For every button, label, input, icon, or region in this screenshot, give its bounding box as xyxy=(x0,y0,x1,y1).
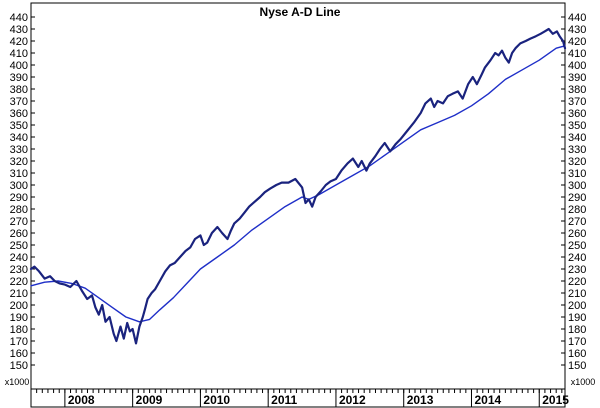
left-y-tick-label: 440 xyxy=(10,12,28,24)
left-y-axis: 1501601701801902002102202302402502602702… xyxy=(10,12,35,372)
left-y-tick-label: 410 xyxy=(10,48,28,60)
left-y-tick-label: 190 xyxy=(10,312,28,324)
x-year-label: 2009 xyxy=(136,393,163,407)
x-axis-band xyxy=(30,388,566,408)
right-y-tick-label: 190 xyxy=(568,312,586,324)
left-y-tick-label: 430 xyxy=(10,24,28,36)
right-y-tick-label: 170 xyxy=(568,336,586,348)
left-y-tick-label: 250 xyxy=(10,240,28,252)
right-y-tick-label: 340 xyxy=(568,132,586,144)
moving-average-series xyxy=(30,45,566,323)
right-y-tick-label: 310 xyxy=(568,168,586,180)
x-year-label: 2008 xyxy=(68,393,95,407)
right-y-axis: 1501601701801902002102202302402502602702… xyxy=(561,12,586,372)
right-y-tick-label: 400 xyxy=(568,60,586,72)
left-y-tick-label: 320 xyxy=(10,156,28,168)
chart-title: Nyse A-D Line xyxy=(260,5,341,19)
left-y-tick-label: 360 xyxy=(10,108,28,120)
left-y-tick-label: 180 xyxy=(10,324,28,336)
right-y-tick-label: 290 xyxy=(568,192,586,204)
left-y-tick-label: 330 xyxy=(10,144,28,156)
x-year-label: 2013 xyxy=(407,393,434,407)
left-y-tick-label: 280 xyxy=(10,204,28,216)
right-unit-label: x1000 xyxy=(571,377,596,387)
right-y-tick-label: 220 xyxy=(568,276,586,288)
x-axis: 2008 2009 2010 2011 2012 2013 2014 2015 xyxy=(30,388,569,408)
left-y-tick-label: 270 xyxy=(10,216,28,228)
right-y-tick-label: 300 xyxy=(568,180,586,192)
left-y-tick-label: 230 xyxy=(10,264,28,276)
right-y-tick-label: 330 xyxy=(568,144,586,156)
right-y-tick-label: 200 xyxy=(568,300,586,312)
series-layer xyxy=(29,27,567,345)
left-y-tick-label: 170 xyxy=(10,336,28,348)
right-y-tick-label: 160 xyxy=(568,348,586,360)
x-year-label: 2011 xyxy=(271,393,297,407)
left-y-tick-label: 260 xyxy=(10,228,28,240)
left-y-tick-label: 160 xyxy=(10,348,28,360)
right-y-tick-label: 230 xyxy=(568,264,586,276)
left-y-tick-label: 350 xyxy=(10,120,28,132)
right-y-tick-label: 250 xyxy=(568,240,586,252)
right-y-tick-label: 440 xyxy=(568,12,586,24)
right-y-tick-label: 210 xyxy=(568,288,586,300)
left-y-tick-label: 370 xyxy=(10,96,28,108)
right-y-tick-label: 150 xyxy=(568,360,586,372)
right-y-tick-label: 390 xyxy=(568,72,586,84)
right-y-tick-label: 430 xyxy=(568,24,586,36)
left-y-tick-label: 380 xyxy=(10,84,28,96)
right-y-tick-label: 280 xyxy=(568,204,586,216)
right-y-tick-label: 360 xyxy=(568,108,586,120)
left-y-tick-label: 390 xyxy=(10,72,28,84)
right-y-tick-label: 240 xyxy=(568,252,586,264)
left-y-tick-label: 420 xyxy=(10,36,28,48)
right-y-tick-label: 370 xyxy=(568,96,586,108)
x-year-label: 2015 xyxy=(542,393,569,407)
left-y-tick-label: 300 xyxy=(10,180,28,192)
left-y-tick-label: 220 xyxy=(10,276,28,288)
x-year-label: 2014 xyxy=(474,393,501,407)
right-y-tick-label: 410 xyxy=(568,48,586,60)
left-unit-label: x1000 xyxy=(5,377,30,387)
x-year-label: 2010 xyxy=(203,393,230,407)
left-y-tick-label: 150 xyxy=(10,360,28,372)
right-y-tick-label: 270 xyxy=(568,216,586,228)
left-y-tick-label: 240 xyxy=(10,252,28,264)
right-y-tick-label: 420 xyxy=(568,36,586,48)
right-y-tick-label: 180 xyxy=(568,324,586,336)
right-y-tick-label: 380 xyxy=(568,84,586,96)
right-y-tick-label: 320 xyxy=(568,156,586,168)
left-y-tick-label: 200 xyxy=(10,300,28,312)
left-y-tick-label: 340 xyxy=(10,132,28,144)
left-y-tick-label: 210 xyxy=(10,288,28,300)
right-y-tick-label: 260 xyxy=(568,228,586,240)
right-y-tick-label: 350 xyxy=(568,120,586,132)
left-y-tick-label: 310 xyxy=(10,168,28,180)
left-y-tick-label: 400 xyxy=(10,60,28,72)
x-year-label: 2012 xyxy=(339,393,366,407)
left-y-tick-label: 290 xyxy=(10,192,28,204)
ad-line-series xyxy=(29,27,567,345)
